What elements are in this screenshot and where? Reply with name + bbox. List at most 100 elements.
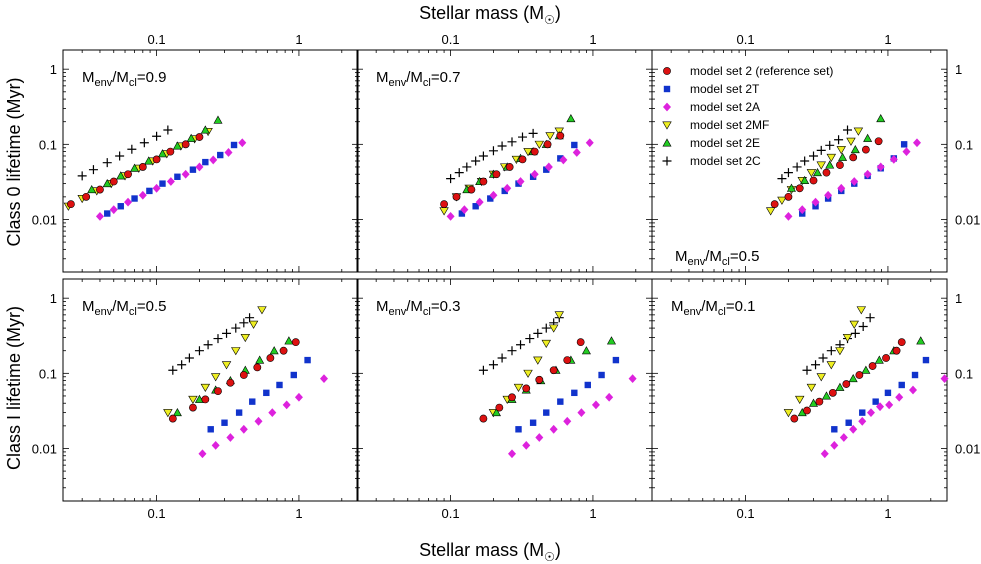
point-s2 [868,362,877,370]
point-s2A [885,400,894,410]
point-s2 [795,184,804,193]
point-s2T [207,426,214,433]
panel-label-part: M [82,69,95,86]
point-s2A [605,392,614,402]
point-s2MF [816,373,826,382]
point-s2MF [846,137,856,146]
point-s2T [458,210,466,217]
point-s2MF [533,356,543,365]
x-tick-label: 0.1 [442,506,460,521]
point-s2A [254,416,263,426]
legend-marker-s2A [663,102,671,112]
point-s2E [255,355,265,364]
point-s2C [865,313,875,323]
point-s2A [211,440,220,450]
point-s2T [159,180,166,187]
panel-label-part: env [95,306,113,318]
point-s2MF [200,383,211,392]
point-s2C [127,144,137,154]
point-s2MF [835,347,845,356]
x-tick-label: 0.1 [737,32,755,47]
point-s2T [263,389,270,397]
legend: model set 2 (reference set) model set 2T m… [662,64,833,168]
point-s2 [576,338,585,347]
point-s2 [874,137,883,146]
point-s2 [239,371,248,379]
y-tick-label: 1 [50,291,57,306]
point-s2MF [513,383,524,392]
point-s2A [181,169,190,179]
point-s2E [491,408,501,417]
panel-label: Menv/Mcl=0.5 [675,248,760,268]
point-s2E [213,115,223,124]
legend-label-s2E: model set 2E [690,136,760,150]
point-s2A [839,433,848,442]
point-s2A [811,197,820,207]
legend-marker-s2 [663,67,671,75]
point-s2MF [163,409,173,418]
point-s2 [518,155,527,164]
point-s2 [828,388,837,397]
point-s2T [831,426,838,433]
point-s2E [116,171,126,180]
point-s2MF [221,361,232,370]
point-s2T [249,398,256,405]
point-s2 [479,414,488,423]
point-s2A [124,197,133,207]
point-s2E [861,365,871,374]
point-s2A [824,190,833,200]
point-s2C [213,334,223,344]
row0-yaxis-title: Class 0 lifetime (Myr) [4,77,24,246]
point-s2A [109,205,118,215]
point-s2MF [849,320,859,329]
point-s2E [172,408,182,417]
point-s2A [940,374,949,384]
point-s2C [809,151,819,161]
point-s2T [202,158,209,166]
point-s2C [825,140,835,150]
point-s2MF [765,207,776,216]
point-s2MF [534,140,545,149]
point-s2T [884,389,892,397]
point-s2C [454,168,464,178]
point-s2A [238,138,247,148]
point-s2C [811,360,821,370]
point-s2T [276,381,283,389]
point-s2E [284,336,294,345]
point-s2A [850,177,859,186]
panel-label-part: M [82,298,95,315]
point-s2A [224,148,233,157]
point-s2C [497,141,507,151]
point-s2A [544,162,553,172]
panel-label-part: env [389,77,407,89]
point-s2C [818,353,828,363]
point-s2A [152,183,161,193]
point-s2 [897,338,906,347]
point-s2E [102,179,112,188]
point-s2T [472,203,479,210]
y-tick-label: 0.01 [32,441,57,456]
point-s2T [543,166,550,173]
point-s2T [221,419,228,426]
point-s2 [842,380,851,388]
panel-label-part: cl [423,77,431,89]
y-tick-label: 0.01 [32,212,57,227]
point-s2A [549,424,558,434]
point-s2 [492,170,501,179]
y-tick-label: 1 [50,62,57,77]
point-s2E [800,175,810,185]
point-s2A [530,169,539,179]
point-s2C [168,365,178,375]
point-s2 [266,354,275,362]
point-s2 [201,395,210,404]
point-s2C [533,328,543,338]
point-s2E [876,113,886,123]
point-s2C [231,323,241,333]
point-s2E [812,168,823,177]
point-s2MF [545,132,555,141]
point-s2E [172,141,182,150]
panel-label-part: =0.5 [730,248,760,265]
point-s2MF [842,333,853,343]
point-s2 [522,384,531,393]
point-s2C [816,145,826,155]
